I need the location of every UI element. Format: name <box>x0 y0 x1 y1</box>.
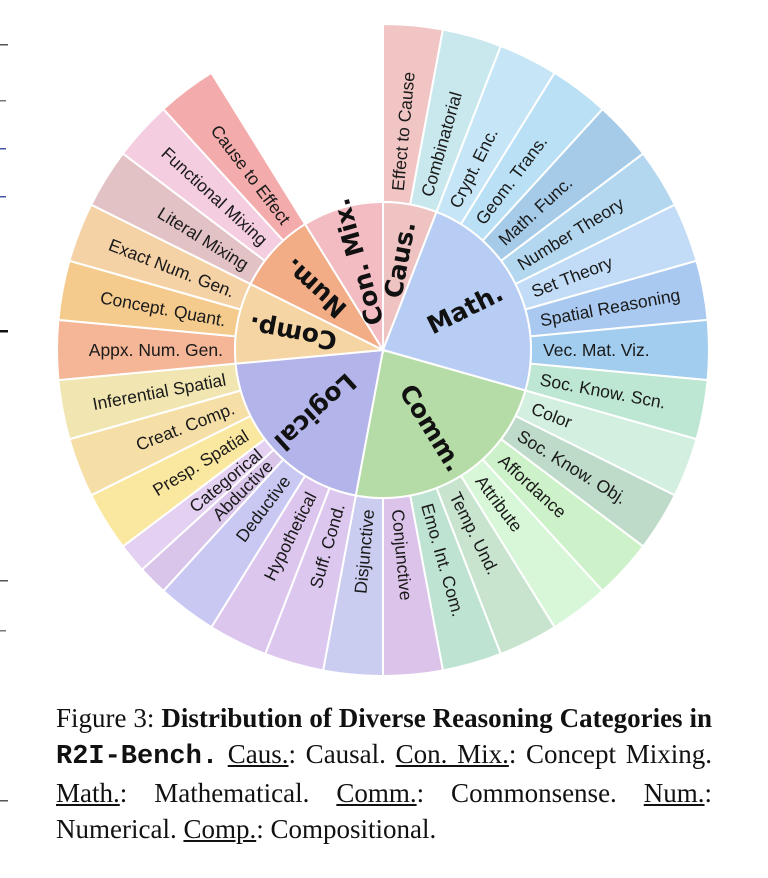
caption-abbr: Math. <box>56 778 120 808</box>
caption-figure-number: Figure 3: <box>56 703 155 733</box>
caption-abbr-1: Con. Mix.: Concept Mixing. <box>396 739 712 769</box>
caption-abbr-4: Num.: Numerical. <box>56 778 712 844</box>
caption-abbr: Comp. <box>183 814 257 844</box>
caption-abbr-meaning: : Causal. <box>288 739 386 769</box>
caption-abbr-0: Caus.: Causal. <box>228 739 386 769</box>
caption-abbr: Num. <box>643 778 705 808</box>
caption-abbr-meaning: : Mathematical. <box>119 778 310 808</box>
caption-abbr: Comm. <box>336 778 417 808</box>
figure-caption: Figure 3: Distribution of Diverse Reason… <box>56 700 712 847</box>
caption-abbr: Caus. <box>227 739 289 769</box>
inner-segment-con-mix <box>303 200 384 354</box>
caption-abbr-3: Comm.: Commonsense. <box>336 778 616 808</box>
inner-segment-comm <box>354 348 527 499</box>
inner-segment-comp <box>234 282 387 365</box>
outer-ring <box>56 22 710 678</box>
caption-benchmark-name: R2I-Bench. <box>56 742 219 772</box>
inner-segment-num <box>249 222 386 353</box>
outer-label-appx-num-gen: Appx. Num. Gen. <box>89 340 223 360</box>
inner-segment-math <box>381 210 532 392</box>
inner-segment-logical <box>234 348 385 497</box>
caption-abbr-meaning: : Concept Mixing. <box>508 739 712 769</box>
caption-abbr-5: Comp.: Compositional. <box>183 814 436 844</box>
inner-ring <box>234 200 532 499</box>
outer-label-vec-mat-viz: Vec. Mat. Viz. <box>543 340 650 360</box>
caption-abbr-meaning: : Compositional. <box>256 814 437 844</box>
caption-abbr-meaning: : Numerical. <box>56 778 713 844</box>
caption-abbr-meaning: : Commonsense. <box>416 778 617 808</box>
caption-abbr-2: Math.: Mathematical. <box>56 778 309 808</box>
page-margin-marks <box>0 44 8 802</box>
caption-abbr: Con. Mix. <box>395 739 509 769</box>
caption-title: Distribution of Diverse Reasoning Catego… <box>161 703 713 733</box>
